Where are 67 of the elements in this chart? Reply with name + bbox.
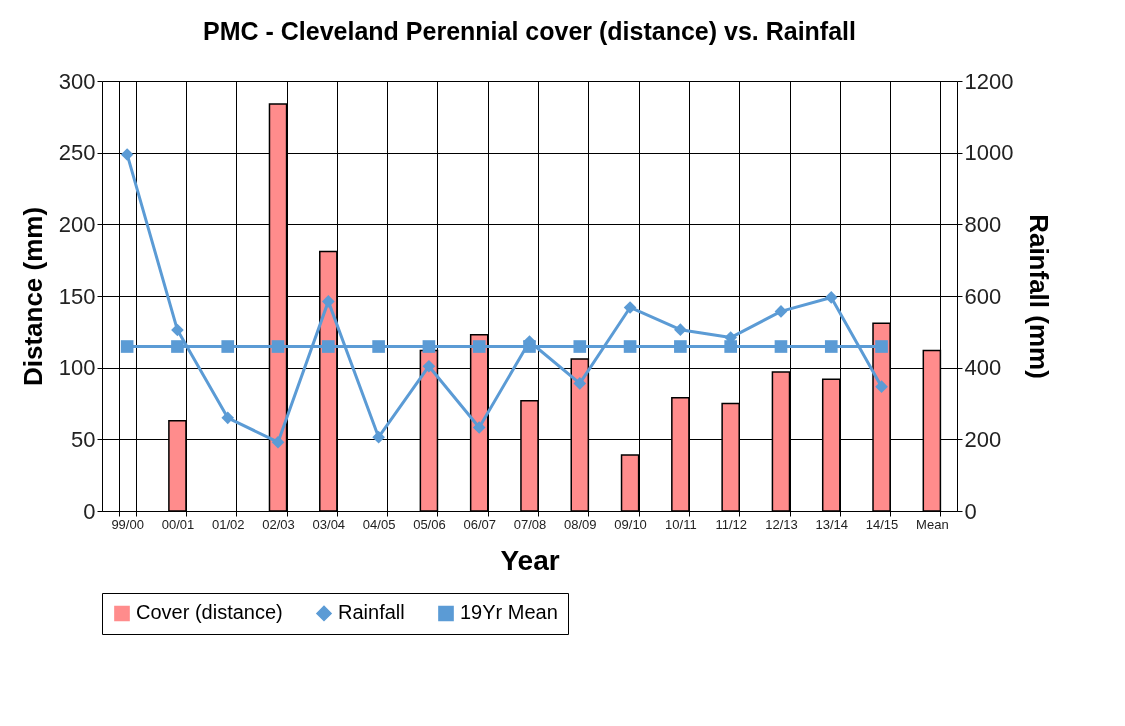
x-tick-label: 08/09 xyxy=(564,516,597,532)
point xyxy=(171,323,184,337)
x-tick-label: 06/07 xyxy=(463,516,496,532)
y-tick-label: 50 xyxy=(71,426,96,452)
x-tick-label: 10/11 xyxy=(665,516,697,532)
point xyxy=(221,411,235,425)
x-tick-label: 11/12 xyxy=(715,516,747,532)
y-tick-label: 100 xyxy=(58,355,96,381)
point xyxy=(271,435,285,449)
x-tick-label: 14/15 xyxy=(865,516,899,532)
point xyxy=(221,340,235,353)
x-tick-label: 05/06 xyxy=(413,516,446,532)
y2-axis-title: Rainfall (mm) xyxy=(1024,214,1055,379)
point xyxy=(322,295,335,308)
y2-tick-label: 200 xyxy=(964,426,1002,452)
point xyxy=(623,340,637,353)
point xyxy=(573,377,587,390)
y2-tick-label: 800 xyxy=(964,211,1002,237)
point xyxy=(372,340,385,353)
point xyxy=(724,340,737,353)
y2-tick-label: 1200 xyxy=(964,68,1014,94)
chart-title: PMC - Cleveland Perennial cover (distance) vs. Rainfall xyxy=(203,17,856,45)
x-axis-title: Year xyxy=(500,544,560,576)
point xyxy=(623,301,637,314)
point xyxy=(674,323,687,337)
point xyxy=(120,148,134,161)
y2-tick-label: 1000 xyxy=(964,140,1014,166)
point xyxy=(171,340,184,353)
x-tick-label: 12/13 xyxy=(765,516,798,532)
point xyxy=(774,340,788,353)
y-tick-label: 300 xyxy=(58,68,96,94)
point xyxy=(472,340,486,353)
point xyxy=(875,380,888,393)
point xyxy=(875,340,888,353)
point xyxy=(573,340,587,353)
point xyxy=(422,340,436,353)
x-tick-label: 04/05 xyxy=(362,516,396,532)
point xyxy=(774,305,788,318)
point xyxy=(120,340,134,353)
x-tick-label: 03/04 xyxy=(312,516,346,532)
point xyxy=(674,340,687,353)
point xyxy=(271,340,285,353)
y2-tick-label: 0 xyxy=(964,498,977,524)
x-tick-label: 09/10 xyxy=(614,516,647,532)
x-tick-label: 01/02 xyxy=(211,516,245,532)
y-axis-title: Distance (mm) xyxy=(17,206,48,387)
y-tick-label: 0 xyxy=(83,498,96,524)
point xyxy=(372,430,385,444)
legend-label: Rainfall xyxy=(338,601,405,624)
x-tick-label: 07/08 xyxy=(513,516,547,532)
x-tick-label: 99/00 xyxy=(111,516,144,532)
y-tick-label: 150 xyxy=(58,283,96,309)
point xyxy=(824,291,838,304)
x-tick-label: 00/01 xyxy=(161,516,195,532)
y2-tick-label: 600 xyxy=(964,283,1002,309)
point xyxy=(322,340,335,353)
y-tick-label: 250 xyxy=(58,140,96,166)
x-tick-label: 02/03 xyxy=(262,516,295,532)
point xyxy=(472,421,486,434)
point xyxy=(824,340,838,353)
y-tick-label: 200 xyxy=(58,211,96,237)
x-tick-label: Mean xyxy=(916,516,949,532)
legend-label: 19Yr Mean xyxy=(460,601,558,624)
x-tick-label: 13/14 xyxy=(815,516,849,532)
point xyxy=(422,359,436,373)
legend-label: Cover (distance) xyxy=(136,601,283,624)
y2-tick-label: 400 xyxy=(964,355,1002,381)
